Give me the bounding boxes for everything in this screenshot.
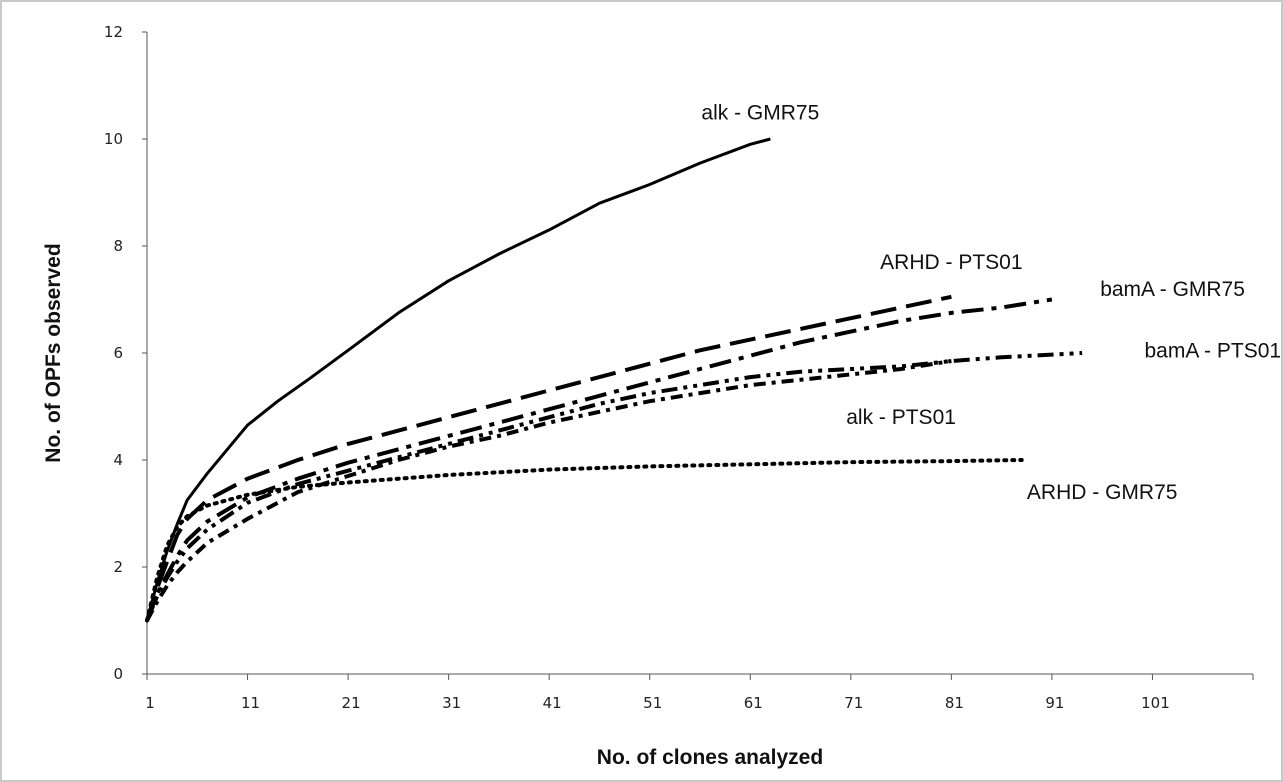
series-label-6: ARHD - GMR75 (1027, 481, 1178, 504)
x-tick-label: 91 (1045, 694, 1064, 712)
y-tick-label: 2 (113, 558, 123, 576)
x-tick-label: 1 (145, 694, 155, 712)
series-label-3: bamA - GMR75 (1100, 278, 1245, 301)
series-group (145, 137, 1083, 623)
x-tick-label: 11 (241, 694, 260, 712)
y-tick-label: 12 (104, 23, 123, 41)
series-label-4: bamA - PTS01 (1145, 339, 1282, 362)
series-label-2: ARHD - PTS01 (880, 251, 1022, 274)
series-line-1 (145, 137, 771, 621)
x-tick-label: 101 (1141, 694, 1170, 712)
series-labels: alk - GMR75 ARHD - PTS01 bamA - GMR75 bamA … (701, 101, 1281, 504)
series-line-5 (145, 359, 952, 622)
series-line-2 (145, 294, 952, 622)
y-tick-label: 8 (113, 237, 123, 255)
x-axis-title: No. of clones analyzed (597, 746, 823, 769)
x-tick-label: 41 (543, 694, 562, 712)
x-tick-label: 81 (945, 694, 964, 712)
y-tick-label: 6 (113, 344, 123, 362)
y-axis-title: No. of OPFs observed (42, 243, 65, 462)
series-line-6 (145, 458, 1024, 623)
x-tick-label: 31 (442, 694, 461, 712)
y-tick-label: 4 (113, 451, 123, 469)
x-tick-label: 71 (844, 694, 863, 712)
series-line-3 (145, 297, 1053, 622)
x-tick-label: 21 (342, 694, 361, 712)
series-label-5: alk - PTS01 (846, 406, 956, 429)
x-tick-label: 61 (744, 694, 763, 712)
x-tick-label: 51 (643, 694, 662, 712)
y-tick-label: 10 (104, 130, 123, 148)
y-tick-label: 0 (113, 665, 123, 683)
series-label-1: alk - GMR75 (701, 101, 819, 124)
